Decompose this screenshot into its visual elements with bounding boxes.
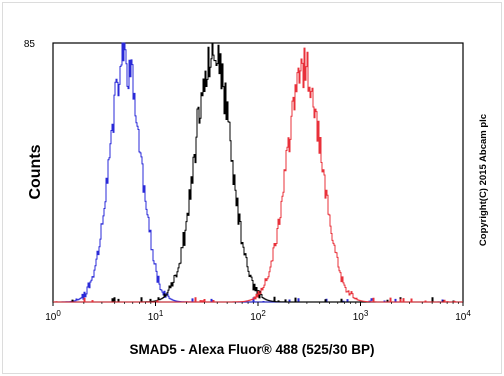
x-tick-label: 103 <box>353 309 369 323</box>
series-layer <box>53 42 463 303</box>
y-axis-label: Counts <box>27 144 44 199</box>
y-axis-max-label: 85 <box>24 39 36 50</box>
x-tick-label: 104 <box>455 309 471 323</box>
x-tick-label: 100 <box>45 309 61 323</box>
x-axis-ticks: 100 101 102 103 104 <box>45 302 471 323</box>
plot-area <box>52 42 464 303</box>
copyright-text: Copyright(C) 2015 Abcam plc <box>478 114 489 246</box>
x-tick-label: 102 <box>250 309 266 323</box>
x-axis-label: SMAD5 - Alexa Fluor® 488 (525/30 BP) <box>129 342 374 357</box>
x-tick-label: 101 <box>148 309 164 323</box>
histogram-series-3 <box>53 47 463 303</box>
